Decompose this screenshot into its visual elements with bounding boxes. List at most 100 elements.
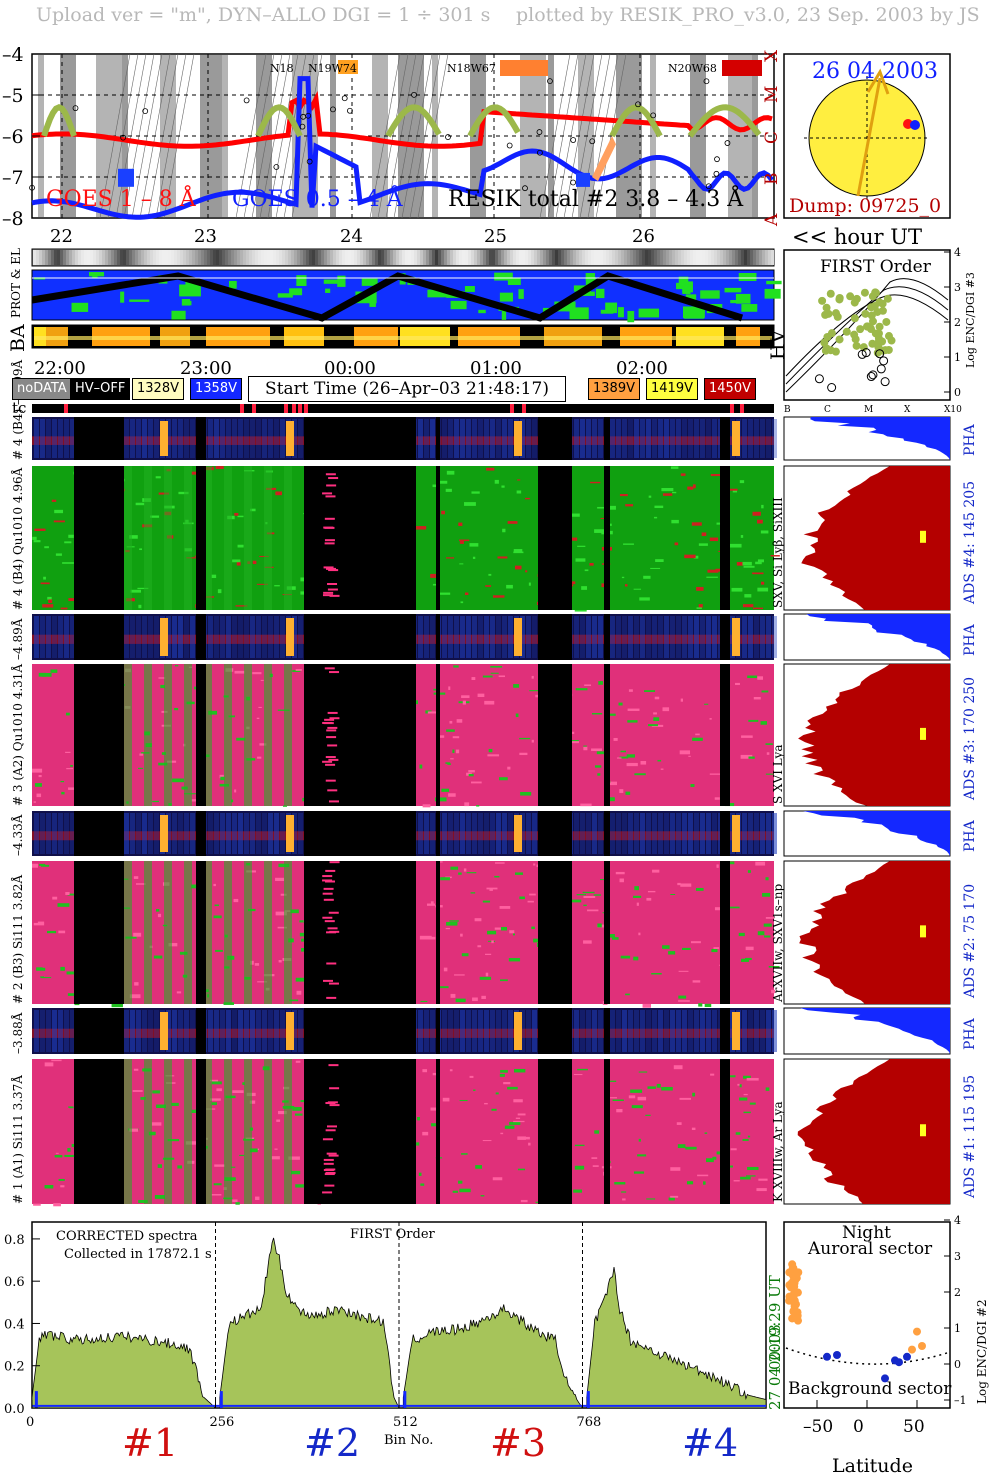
- pha-cell: [574, 616, 579, 658]
- channel-4-label: #4: [682, 1421, 738, 1465]
- spectrogram-streak: [488, 748, 493, 753]
- spectrogram-streak: [679, 1097, 691, 1100]
- spectrogram-streak: [686, 1181, 694, 1185]
- spectrogram-streak: [647, 1086, 656, 1089]
- spectrogram-streak: [735, 682, 740, 686]
- spectrogram-green-col: [184, 861, 192, 1004]
- spectrum-series-2: [219, 1237, 400, 1409]
- brightness-cell: [450, 250, 453, 265]
- brightness-cell: [759, 250, 762, 265]
- pha-cell: [478, 419, 483, 458]
- spectrogram-green-col: [244, 664, 252, 806]
- pha-cell: [712, 1010, 717, 1052]
- spectrogram-streak: [685, 1146, 697, 1150]
- first-order-y-tick-label: 4: [954, 246, 961, 259]
- pha-gap: [74, 811, 92, 856]
- spectrogram-streak: [53, 520, 65, 523]
- first-order-point: [835, 293, 844, 302]
- spectrogram-streak: [573, 1189, 583, 1193]
- prot-green-patch: [518, 289, 524, 299]
- first-order-curve-2: [785, 286, 949, 385]
- spectrogram-streak: [485, 585, 492, 587]
- prot-green-patch: [764, 288, 781, 299]
- spectrogram-streak: [617, 757, 622, 759]
- brightness-cell: [369, 250, 372, 265]
- auroral-label: Auroral sector: [807, 1239, 933, 1259]
- spectrogram-streak: [474, 918, 482, 922]
- spectrogram-streak: [53, 1203, 61, 1207]
- spectrogram-gap: [538, 664, 572, 806]
- pha-cell: [706, 616, 711, 658]
- pha-cell: [430, 813, 435, 854]
- channel-2-label: #2: [304, 1421, 360, 1465]
- brightness-cell: [558, 250, 561, 265]
- brightness-cell: [255, 250, 258, 265]
- spectrogram-streak: [680, 473, 686, 476]
- spectrogram-streak: [44, 1185, 54, 1189]
- first-order-open-point: [868, 370, 878, 380]
- spectrogram-streak: [627, 708, 640, 711]
- spectrogram-streak: [645, 1114, 651, 1116]
- spectrogram-streak: [711, 569, 714, 572]
- spectrogram-green-col: [184, 1059, 192, 1204]
- latitude-points: [785, 1260, 926, 1383]
- sun-date: 26 04 2003: [812, 59, 938, 84]
- spectrogram-streak: [459, 563, 464, 565]
- spectrogram-streak: [765, 773, 774, 775]
- pha-cell: [748, 419, 753, 458]
- pha-cell: [646, 813, 651, 854]
- spectrogram-streak: [716, 522, 721, 525]
- spectrogram-streak: [715, 568, 724, 572]
- spectrogram-dash: [326, 484, 337, 487]
- spectrogram-streak: [422, 1131, 429, 1136]
- pha-cell: [466, 419, 471, 458]
- day-label: 25: [484, 226, 507, 247]
- spectrogram-streak: [637, 1154, 647, 1157]
- spectrogram-streak: [443, 967, 448, 972]
- spectrogram-streak: [701, 532, 707, 536]
- first-order-point: [875, 322, 884, 331]
- pha-cell: [220, 813, 225, 854]
- pha-cell: [694, 419, 699, 458]
- pha-cell: [130, 419, 135, 458]
- background-point: [903, 1352, 911, 1361]
- brightness-cell: [105, 250, 108, 265]
- goes-curves: [29, 76, 774, 220]
- spectrogram-streak: [528, 1142, 531, 1146]
- brightness-cell: [129, 250, 132, 265]
- pha-cell: [682, 1010, 687, 1052]
- pha-cell: [532, 1010, 537, 1052]
- pha-cell: [130, 1010, 135, 1052]
- pha-cell: [430, 1010, 435, 1052]
- spectrogram-streak: [41, 977, 52, 979]
- spectrogram-streak: [36, 967, 43, 970]
- spectrogram-streak: [519, 896, 525, 900]
- brightness-cell: [444, 250, 447, 265]
- first-order-point: [822, 303, 831, 312]
- ar-box-3: [722, 60, 762, 76]
- spectrogram-gap: [538, 861, 572, 1004]
- pha-cell: [220, 419, 225, 458]
- spectrogram-streak: [509, 930, 515, 934]
- brightness-cell: [339, 250, 342, 265]
- ar-box-2: [500, 60, 548, 76]
- spectrogram-streak: [513, 1120, 525, 1123]
- brightness-cell: [672, 250, 675, 265]
- spectrogram-streak: [757, 587, 769, 592]
- pha-cell: [508, 616, 513, 658]
- pha-cell: [184, 616, 189, 658]
- pha-gap: [720, 614, 730, 660]
- spectrogram-streak: [580, 803, 592, 807]
- pha-cell: [184, 1010, 189, 1052]
- pha-cell: [232, 419, 237, 458]
- spectrogram-streak: [153, 955, 163, 959]
- spectrogram-streak: [230, 1166, 236, 1168]
- spectrogram-streak: [156, 908, 160, 912]
- pha-cell: [460, 419, 465, 458]
- spectrogram-streak: [533, 938, 543, 943]
- pha-cell: [70, 419, 75, 458]
- spectrogram-streak: [612, 1099, 624, 1101]
- pha-cell: [610, 419, 615, 458]
- pha-cell: [484, 616, 489, 658]
- brightness-cell: [654, 250, 657, 265]
